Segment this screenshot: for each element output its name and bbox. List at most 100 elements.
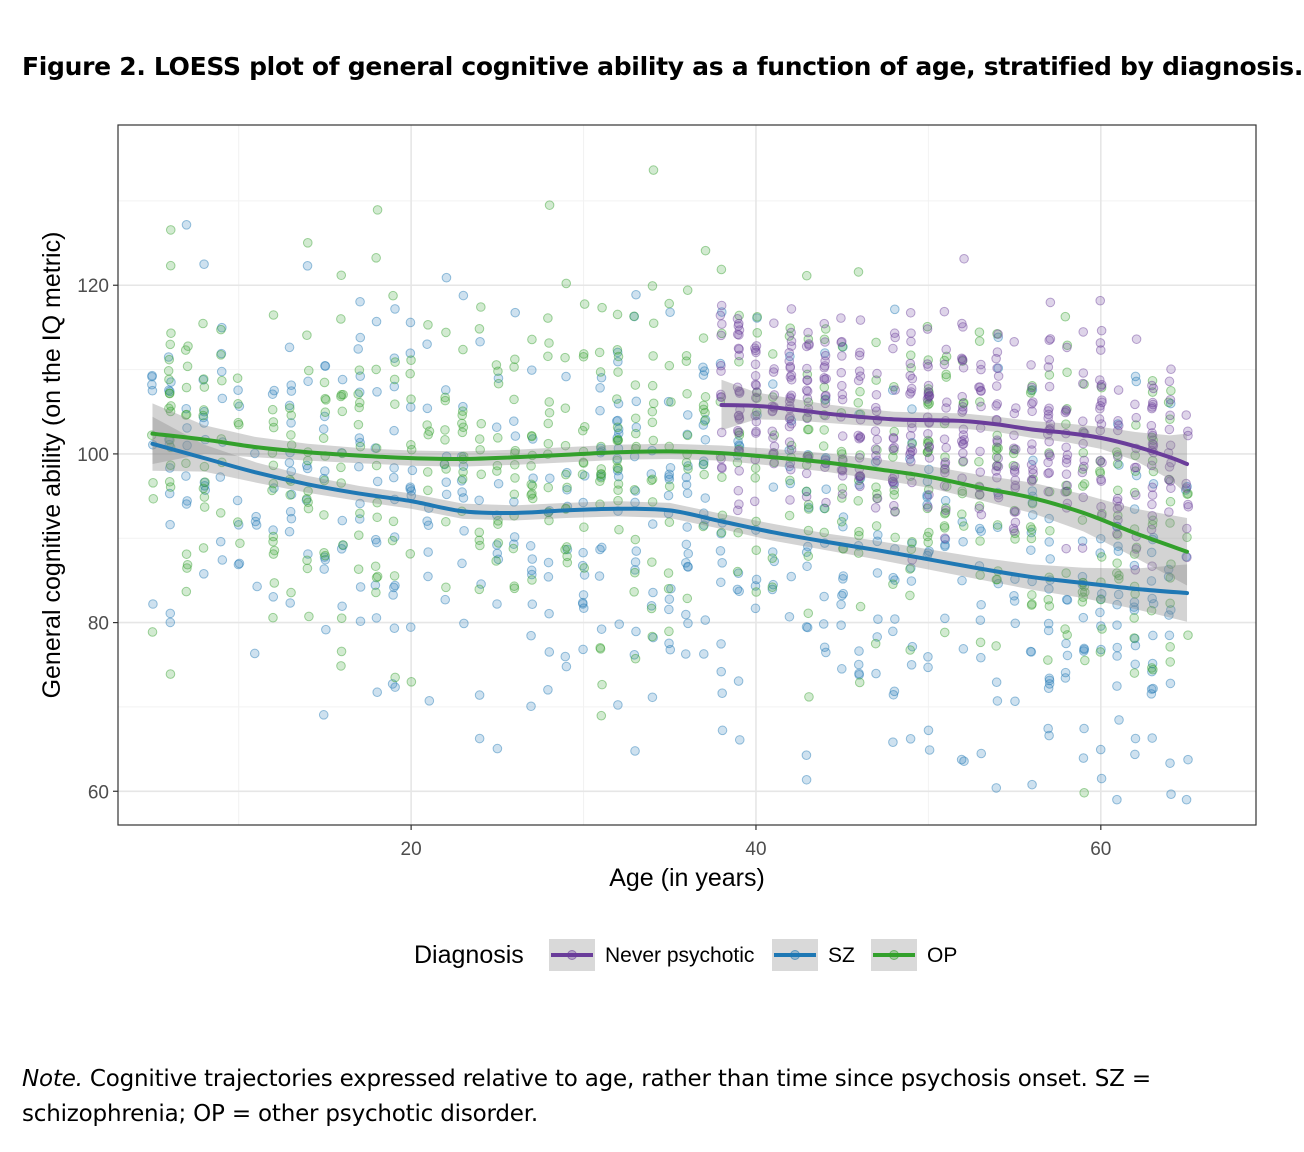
data-point [458, 493, 469, 503]
data-point [630, 534, 641, 545]
data-point [491, 360, 502, 370]
legend-key-point [889, 950, 899, 960]
data-point [819, 318, 830, 329]
data-point [560, 651, 571, 662]
data-point [1147, 593, 1157, 604]
data-point [1147, 430, 1158, 441]
data-point [889, 500, 899, 511]
data-point [166, 401, 176, 411]
data-point [389, 623, 400, 634]
data-point [630, 486, 641, 496]
data-point [1010, 480, 1021, 491]
data-point [820, 394, 831, 405]
data-point [1112, 503, 1123, 514]
data-point [922, 324, 933, 334]
data-point [646, 475, 657, 486]
data-point [716, 527, 727, 538]
data-point [1043, 655, 1053, 665]
data-point [888, 433, 899, 444]
x-tick-label: 40 [745, 839, 766, 860]
data-point [269, 385, 279, 396]
data-point [1131, 334, 1142, 344]
data-point [510, 307, 521, 318]
data-point [252, 581, 262, 592]
data-point [422, 467, 433, 477]
data-point [405, 622, 416, 632]
data-point [803, 499, 814, 510]
data-point [733, 343, 744, 354]
data-point [424, 696, 435, 706]
data-point [681, 356, 692, 367]
data-point [786, 415, 797, 426]
data-point [922, 447, 933, 458]
data-point [1129, 504, 1140, 514]
data-point [318, 424, 329, 434]
data-point [268, 612, 278, 623]
confidence-band [152, 403, 1188, 586]
data-point [595, 383, 605, 393]
data-point [1079, 379, 1089, 390]
data-point [371, 316, 382, 327]
data-point [595, 642, 606, 653]
data-point [1147, 397, 1158, 408]
data-point [1010, 517, 1021, 528]
data-point [284, 342, 295, 353]
data-point [267, 404, 278, 415]
data-point [1129, 613, 1139, 623]
data-point [1010, 461, 1020, 472]
data-point [1129, 602, 1139, 612]
data-point [525, 541, 536, 551]
data-point [181, 409, 192, 420]
data-point [1165, 678, 1176, 689]
data-point [785, 392, 795, 402]
data-point [767, 582, 778, 592]
data-point [820, 324, 831, 334]
data-point [682, 488, 693, 499]
data-point [854, 350, 865, 361]
data-point [819, 527, 830, 538]
data-point [924, 453, 935, 463]
data-point [1146, 547, 1157, 558]
data-point [837, 489, 848, 499]
data-point [198, 318, 208, 329]
data-point [1147, 666, 1157, 677]
data-point [717, 725, 728, 736]
data-point [663, 490, 674, 501]
data-point [286, 386, 297, 396]
data-point [991, 442, 1002, 452]
data-point [1130, 749, 1140, 760]
data-point [320, 466, 330, 476]
data-point [957, 356, 968, 366]
data-point [698, 400, 709, 411]
data-point [854, 366, 865, 376]
data-point [905, 733, 916, 744]
data-point [1131, 542, 1142, 553]
data-point [939, 434, 950, 444]
data-point [268, 310, 279, 320]
data-point [906, 387, 916, 397]
data-point [751, 416, 762, 427]
data-point [371, 364, 381, 375]
data-point [733, 427, 744, 438]
data-point [872, 488, 882, 499]
data-point [233, 559, 244, 570]
data-point [389, 582, 399, 593]
data-point [405, 483, 415, 494]
data-point [785, 478, 796, 489]
data-point [1164, 610, 1174, 620]
data-point [595, 644, 606, 654]
data-point [1181, 478, 1191, 489]
data-point [991, 466, 1001, 476]
data-point [1097, 395, 1107, 405]
data-point [698, 420, 709, 430]
data-point [648, 435, 659, 446]
data-point [148, 493, 159, 504]
data-point [818, 441, 829, 451]
data-point [545, 473, 555, 484]
data-point [302, 261, 313, 271]
data-point [801, 486, 812, 497]
data-point [853, 430, 864, 441]
data-point [561, 542, 572, 552]
data-point [1043, 409, 1054, 420]
data-point [1062, 342, 1072, 353]
